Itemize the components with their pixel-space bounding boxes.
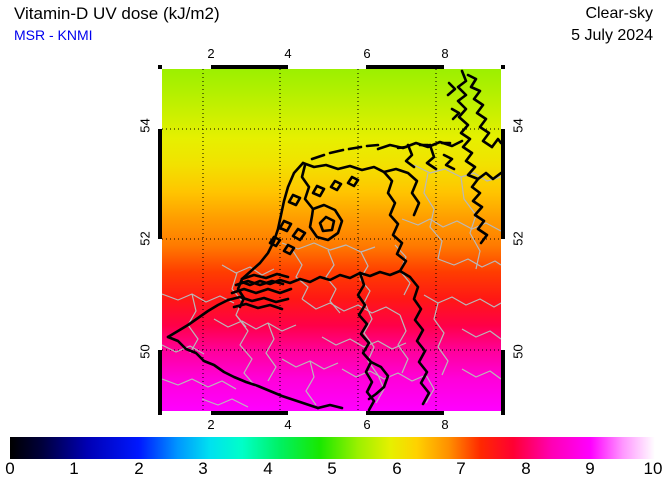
- colorbar-tick-1: 1: [69, 459, 79, 478]
- colorbar-tick-9: 9: [585, 459, 595, 478]
- colorbar-gradient: [10, 437, 655, 459]
- map-overlay-svg: [162, 69, 501, 411]
- lon-tick-top-4: 4: [284, 46, 292, 61]
- coastline-and-borders: [166, 69, 501, 411]
- lon-tick-bottom-6: 6: [363, 417, 371, 432]
- lon-tick-top-6: 6: [363, 46, 371, 61]
- colorbar-tick-5: 5: [327, 459, 337, 478]
- sky-condition-label: Clear-sky: [585, 5, 653, 22]
- lon-tick-top-2: 2: [207, 46, 215, 61]
- colorbar-tick-10: 10: [643, 459, 663, 478]
- lon-tick-bottom-8: 8: [441, 417, 449, 432]
- lon-tick-top-8: 8: [441, 46, 449, 61]
- colorbar-tick-3: 3: [198, 459, 208, 478]
- uv-dose-field: [162, 69, 501, 411]
- colorbar[interactable]: [10, 437, 655, 459]
- colorbar-tick-labels: 0 1 2 3 4 5 6 7 8 9 10: [0, 459, 665, 480]
- colorbar-tick-0: 0: [5, 459, 15, 478]
- lat-tick-left-54: 54: [137, 118, 153, 133]
- map-date-label: 5 July 2024: [571, 27, 653, 44]
- header-left-block: Vitamin-D UV dose (kJ/m2) MSR - KNMI: [14, 4, 220, 44]
- lon-tick-bottom-4: 4: [284, 417, 292, 432]
- lat-tick-right-54: 54: [510, 118, 526, 133]
- uv-gradient-layer: [162, 69, 501, 411]
- map-frame: [158, 65, 505, 415]
- header-right-block: Clear-sky 5 July 2024: [571, 4, 653, 46]
- colorbar-tick-2: 2: [134, 459, 144, 478]
- lat-tick-right-52: 52: [510, 231, 526, 246]
- graticule-lines: [162, 69, 501, 411]
- lat-tick-left-52: 52: [137, 231, 153, 246]
- colorbar-tick-4: 4: [263, 459, 273, 478]
- data-source-label: MSR - KNMI: [14, 27, 93, 43]
- lon-tick-bottom-2: 2: [207, 417, 215, 432]
- colorbar-tick-8: 8: [521, 459, 531, 478]
- lat-tick-left-50: 50: [137, 344, 153, 359]
- uv-dose-map[interactable]: [158, 65, 505, 415]
- colorbar-tick-7: 7: [456, 459, 466, 478]
- page-title: Vitamin-D UV dose (kJ/m2): [14, 4, 220, 23]
- colorbar-tick-6: 6: [392, 459, 402, 478]
- regional-boundaries: [162, 164, 501, 408]
- lat-tick-right-50: 50: [510, 344, 526, 359]
